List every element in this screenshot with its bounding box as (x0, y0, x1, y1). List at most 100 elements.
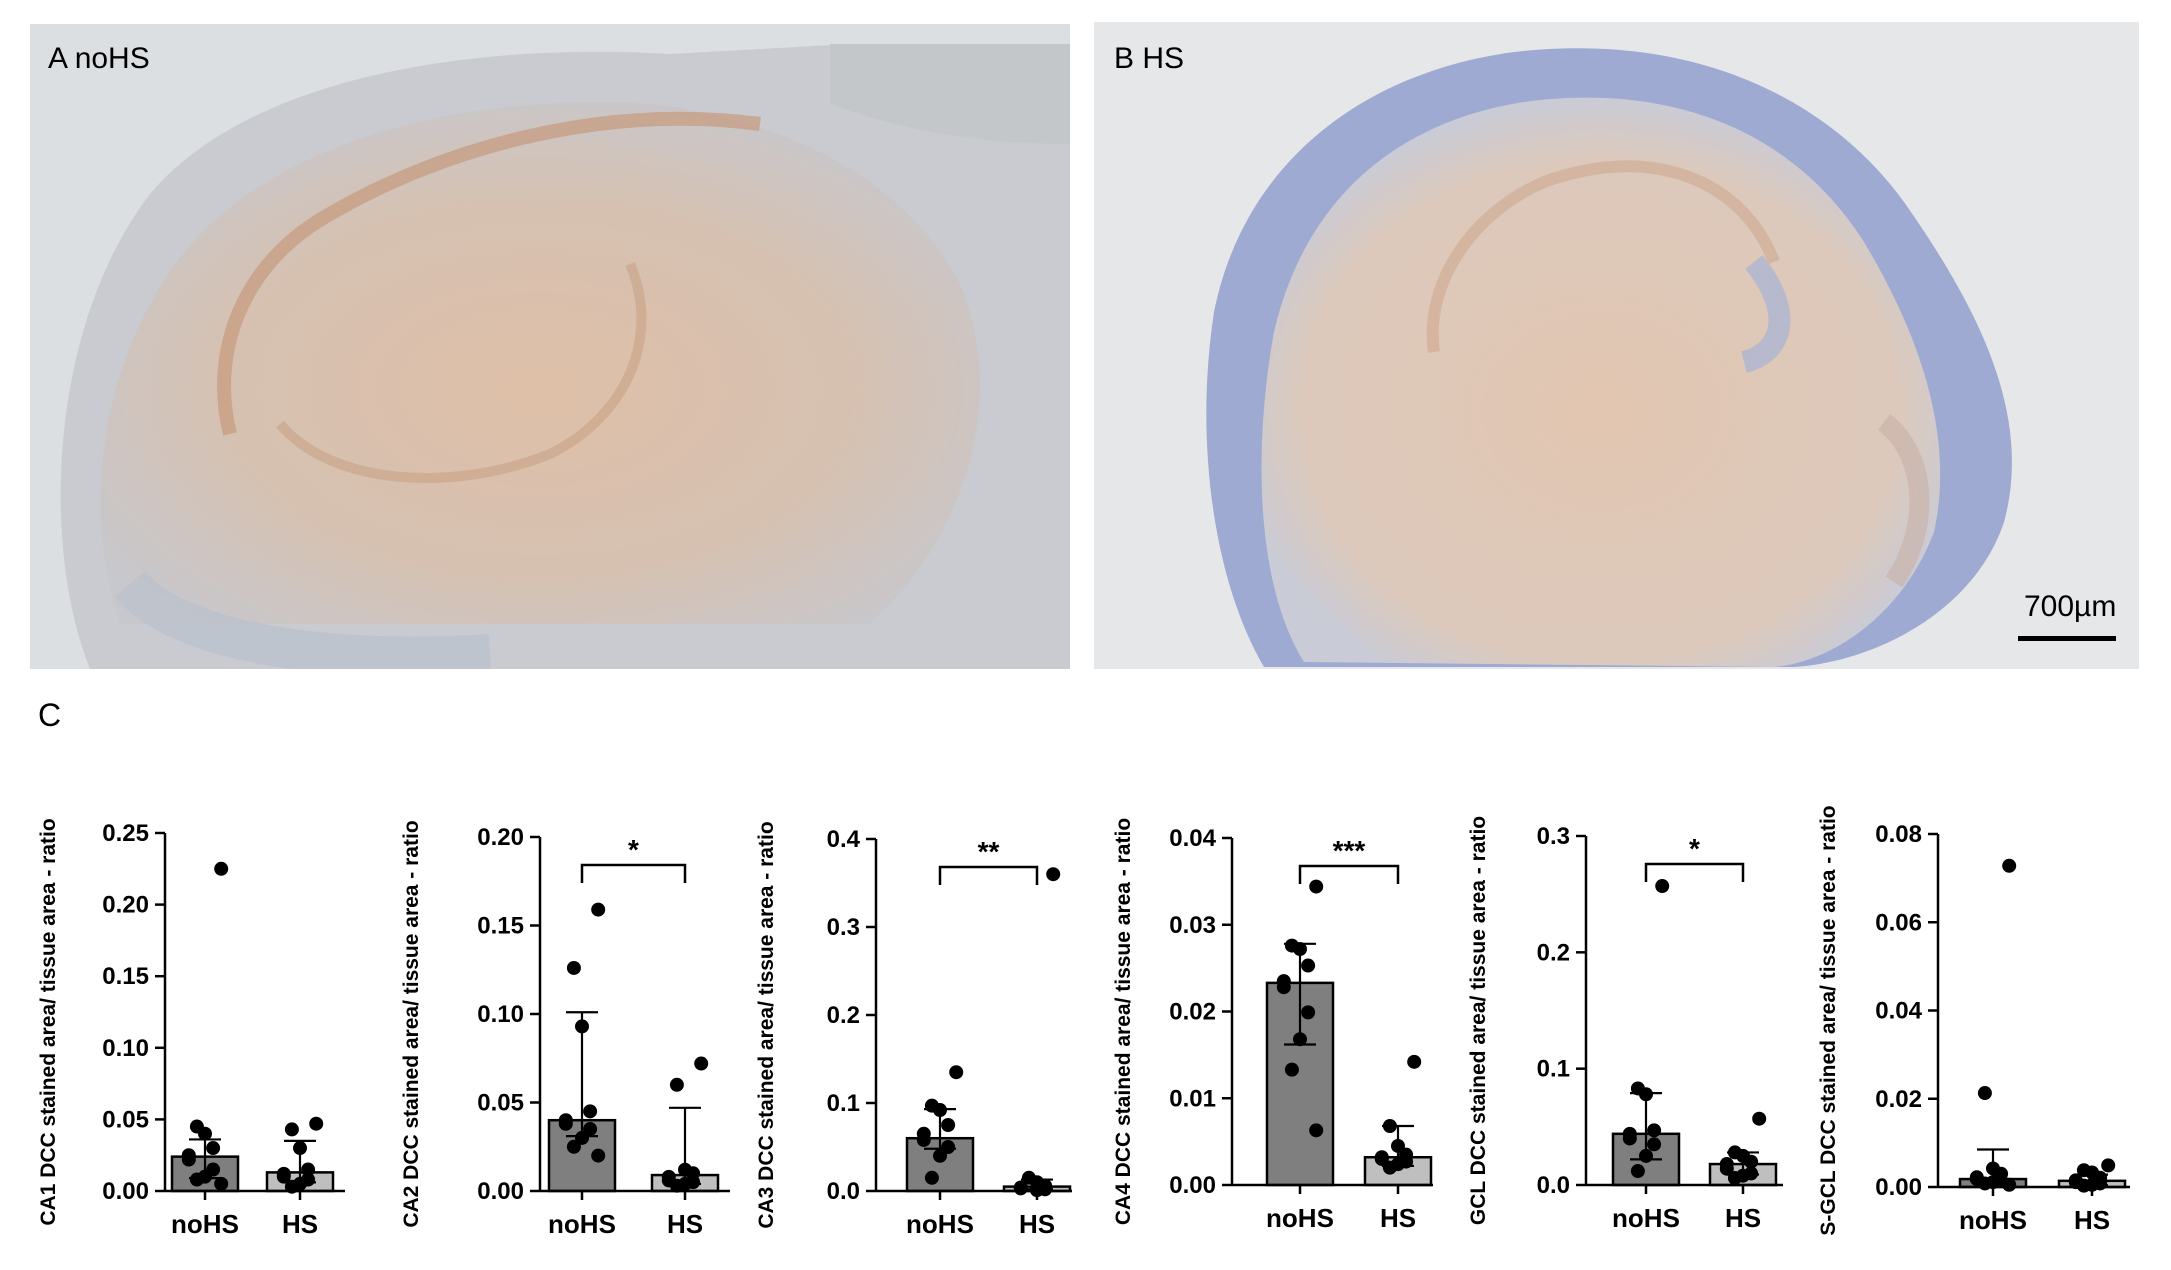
y-tick-label: 0.10 (477, 1001, 524, 1028)
y-tick-label: 0.4 (827, 826, 861, 853)
data-point (214, 861, 229, 876)
y-tick-label: 0.08 (1875, 821, 1922, 848)
data-point (1276, 980, 1291, 995)
data-point (1293, 1032, 1307, 1047)
y-axis-label: CA2 DCC stained area/ tissue area - rati… (400, 820, 423, 1227)
data-point (284, 1122, 299, 1137)
significance-bracket (580, 863, 687, 883)
significance-bracket (938, 865, 1039, 885)
y-tick-label: 0.04 (1169, 825, 1216, 852)
y-tick-label: 0.05 (477, 1090, 524, 1117)
y-tick-label: 0.0 (1537, 1172, 1570, 1199)
data-point (591, 1148, 606, 1163)
histology-image-hs: B HS 700µm (1094, 22, 2139, 669)
y-tick-label: 0.00 (1875, 1174, 1922, 1201)
tissue-section-nohs (30, 24, 1070, 669)
y-axis-label: CA1 DCC stained area/ tissue area - rati… (37, 818, 60, 1225)
scale-bar (2018, 636, 2116, 641)
data-point (1977, 1086, 1992, 1101)
data-point (933, 1148, 947, 1163)
data-point (1647, 1123, 1662, 1138)
y-tick-label: 0.00 (1169, 1172, 1216, 1199)
significance-bracket (1644, 862, 1745, 882)
y-tick-label: 0.1 (827, 1090, 860, 1117)
x-tick-label: noHS (548, 1209, 616, 1239)
y-tick-label: 0.25 (102, 820, 149, 847)
panel-a-label: A noHS (48, 42, 150, 75)
data-point (189, 1172, 204, 1187)
y-tick-label: 0.00 (102, 1178, 149, 1205)
data-point (933, 1103, 947, 1118)
chart-1: 0.00 0.05 0.10 0.15 0.20 0.25 noHS HS CA1 DCC st… (37, 818, 345, 1239)
significance-bracket (1298, 864, 1400, 884)
data-point (1382, 1119, 1397, 1134)
x-tick-label: noHS (1266, 1203, 1334, 1233)
data-point (1309, 879, 1324, 894)
y-tick-label: 0.02 (1169, 999, 1216, 1026)
data-point (583, 1122, 598, 1137)
data-point (276, 1169, 291, 1184)
y-tick-label: 0.0 (827, 1178, 860, 1205)
y-tick-label: 0.3 (827, 914, 860, 941)
x-tick-label: HS (2074, 1205, 2110, 1235)
data-point (2002, 1177, 2017, 1192)
significance-label: * (628, 834, 639, 865)
y-axis-label: GCL DCC stained area/ tissue area - rati… (1467, 816, 1490, 1225)
x-tick-label: HS (1380, 1203, 1416, 1233)
data-point (1407, 1054, 1422, 1069)
data-point (1622, 1131, 1637, 1146)
x-tick-label: noHS (1959, 1205, 2027, 1235)
x-tick-label: noHS (1612, 1203, 1680, 1233)
y-tick-label: 0.06 (1875, 909, 1922, 936)
panel-c-label: C (38, 697, 62, 733)
y-tick-label: 0.3 (1537, 823, 1570, 850)
y-tick-label: 0.03 (1169, 912, 1216, 939)
data-point (181, 1152, 196, 1167)
data-point (591, 902, 606, 917)
data-point (566, 1139, 581, 1154)
data-point (1639, 1087, 1653, 1102)
data-point (293, 1141, 307, 1156)
data-point (1719, 1161, 1734, 1176)
data-point (1301, 958, 1316, 973)
data-point (949, 1065, 964, 1080)
y-axis-label: S-GCL DCC stained area/ tissue area - ra… (1817, 805, 1840, 1235)
data-point (1655, 879, 1670, 894)
data-point (558, 1116, 573, 1131)
x-tick-label: HS (1725, 1203, 1761, 1233)
data-point (2076, 1178, 2091, 1193)
data-point (1977, 1176, 1992, 1191)
data-point (309, 1116, 324, 1131)
data-point (694, 1056, 709, 1071)
data-point (1293, 942, 1307, 957)
y-tick-label: 0.15 (477, 913, 524, 940)
chart-5: 0.0 0.1 0.2 0.3 noHS HS GCL DCC stained area/ … (1467, 816, 1783, 1233)
significance-label: *** (1333, 835, 1366, 866)
data-point (1013, 1181, 1028, 1196)
data-point (1727, 1171, 1742, 1186)
significance-label: * (1689, 833, 1700, 864)
data-point (941, 1140, 956, 1154)
data-point (1046, 867, 1061, 882)
data-point (1382, 1160, 1397, 1175)
y-tick-label: 0.1 (1537, 1056, 1570, 1083)
data-point (941, 1118, 956, 1132)
chart-3: 0.0 0.1 0.2 0.3 0.4 noHS HS CA3 DCC stained are… (755, 821, 1072, 1239)
chart-6: 0.00 0.02 0.04 0.06 0.08 noHS HS S-GCL DCC stai… (1817, 805, 2130, 1236)
y-tick-label: 0.05 (102, 1106, 149, 1133)
data-point (1284, 1062, 1299, 1077)
x-tick-label: noHS (171, 1209, 239, 1239)
data-point (669, 1077, 684, 1092)
data-point (301, 1162, 316, 1177)
y-tick-label: 0.20 (477, 824, 524, 851)
data-point (2101, 1158, 2116, 1173)
data-point (2002, 858, 2017, 873)
data-point (206, 1141, 221, 1156)
data-point (1301, 1005, 1316, 1020)
y-tick-label: 0.04 (1875, 998, 1922, 1025)
y-tick-label: 0.15 (102, 963, 149, 990)
x-tick-label: HS (282, 1209, 318, 1239)
significance-label: ** (978, 836, 1000, 867)
x-tick-label: noHS (906, 1209, 974, 1239)
